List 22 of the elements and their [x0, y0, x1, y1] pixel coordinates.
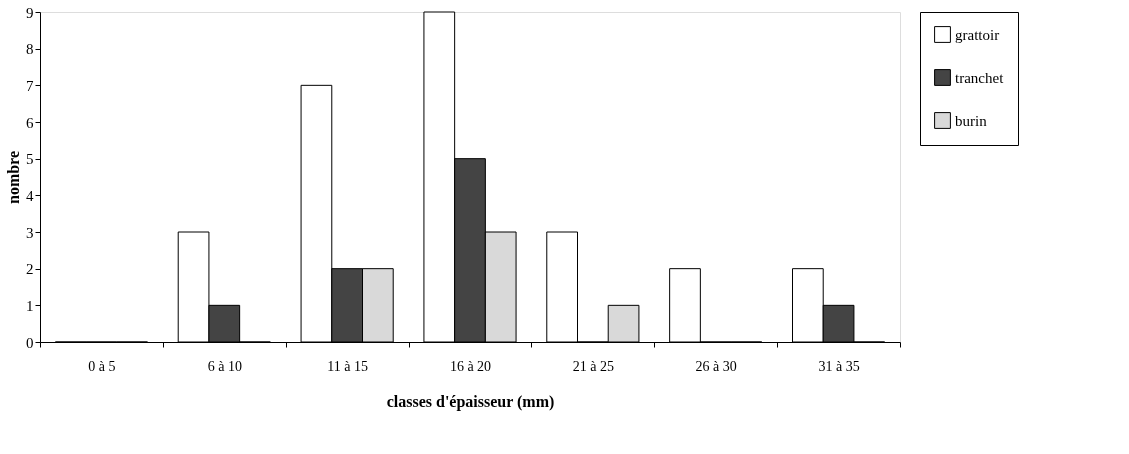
legend-label: grattoir — [955, 26, 1000, 43]
y-tick-label: 2 — [26, 261, 34, 278]
x-tick-label: 0 à 5 — [88, 358, 116, 374]
y-tick-label: 0 — [26, 334, 34, 351]
y-tick-label: 9 — [26, 4, 34, 21]
y-tick-label: 8 — [26, 41, 34, 58]
x-axis-title: classes d'épaisseur (mm) — [386, 392, 555, 411]
legend-label: burin — [955, 112, 988, 129]
x-tick-label: 6 à 10 — [207, 358, 242, 374]
x-tick-label: 16 à 20 — [449, 358, 492, 374]
y-tick-label: 1 — [26, 297, 34, 314]
y-tick-label: 4 — [26, 187, 34, 204]
y-tick-label: 3 — [26, 224, 34, 241]
y-tick-label: 6 — [26, 114, 34, 131]
x-tick-label: 21 à 25 — [572, 358, 614, 374]
x-tick-label: 26 à 30 — [695, 358, 737, 374]
legend-label: tranchet — [955, 69, 1005, 86]
x-tick-label: 11 à 15 — [327, 358, 368, 374]
x-tick-label: 31 à 35 — [818, 358, 860, 374]
y-tick-label: 7 — [26, 77, 34, 94]
y-axis-title: nombre — [5, 150, 22, 205]
y-tick-label: 5 — [26, 151, 34, 168]
